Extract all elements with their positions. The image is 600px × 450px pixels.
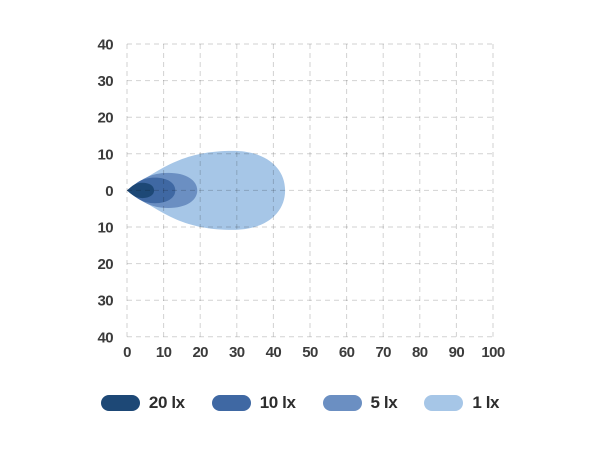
- legend-swatch-1lx-icon: [424, 395, 464, 411]
- x-tick-label: 60: [339, 344, 355, 361]
- legend-swatch-5lx-icon: [322, 395, 362, 411]
- y-tick-label: 0: [105, 183, 113, 200]
- y-tick-label: 30: [98, 73, 114, 90]
- legend-label-1lx: 1 lx: [472, 393, 500, 412]
- x-tick-label: 30: [229, 344, 245, 361]
- beam-contour-1lx: [127, 150, 286, 230]
- legend-item-20lx: 20 lx: [100, 393, 185, 413]
- x-tick-label: 100: [481, 344, 504, 361]
- legend: 20 lx 10 lx 5 lx 1 lx: [0, 393, 600, 413]
- grid-lines: [126, 43, 494, 338]
- legend-item-5lx: 5 lx: [322, 393, 398, 413]
- legend-label-5lx: 5 lx: [370, 393, 398, 412]
- x-tick-label: 40: [266, 344, 282, 361]
- legend-item-10lx: 10 lx: [211, 393, 296, 413]
- x-tick-label: 20: [192, 344, 208, 361]
- y-tick-label: 10: [98, 146, 114, 163]
- x-tick-label: 10: [156, 344, 172, 361]
- y-axis-tick-labels: 40 30 20 10 0 10 20 30 40: [98, 37, 114, 347]
- y-tick-label: 40: [98, 37, 114, 54]
- x-tick-label: 50: [302, 344, 318, 361]
- x-tick-label: 70: [375, 344, 391, 361]
- y-tick-label: 30: [98, 293, 114, 310]
- x-tick-label: 90: [449, 344, 465, 361]
- beam-contours: [127, 150, 286, 230]
- x-axis-tick-labels: 0 10 20 30 40 50 60 70 80 90 100: [123, 344, 505, 361]
- legend-swatch-20lx-icon: [100, 395, 140, 411]
- y-tick-label: 40: [98, 329, 114, 346]
- x-tick-label: 80: [412, 344, 428, 361]
- x-tick-label: 0: [123, 344, 131, 361]
- y-tick-label: 20: [98, 256, 114, 273]
- legend-label-10lx: 10 lx: [259, 393, 296, 412]
- y-tick-label: 20: [98, 110, 114, 127]
- legend-item-1lx: 1 lx: [424, 393, 499, 413]
- legend-label-20lx: 20 lx: [148, 393, 185, 412]
- y-tick-label: 10: [98, 220, 114, 237]
- legend-swatch-10lx-icon: [211, 395, 251, 411]
